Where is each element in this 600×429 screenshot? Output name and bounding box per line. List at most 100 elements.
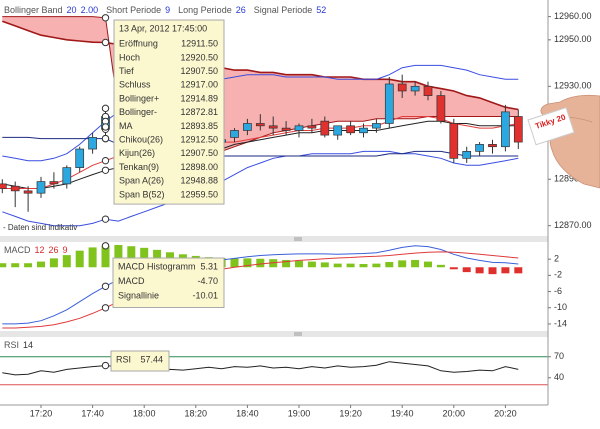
- legend-text: Signal Periode: [254, 5, 313, 15]
- panel-separator[interactable]: [0, 236, 548, 242]
- histogram-bar: [37, 261, 45, 268]
- tooltip-label: Span A(26): [119, 176, 164, 186]
- candle-body: [49, 181, 59, 185]
- legend-text: 2.00: [81, 5, 99, 15]
- y-tick-label: 70: [554, 351, 564, 361]
- histogram-bar: [62, 255, 71, 268]
- legend-text: Short Periode: [106, 5, 161, 15]
- y-tick-label: 12950.00: [554, 34, 592, 44]
- candle-body: [281, 127, 291, 131]
- histogram-bar: [0, 263, 7, 268]
- candle-body: [320, 120, 330, 136]
- tooltip-value: 12893.85: [180, 121, 218, 131]
- tooltip-value: 12872.81: [180, 107, 218, 117]
- tooltip-value: -4.70: [197, 276, 218, 286]
- y-tick-label: 12930.00: [554, 81, 592, 91]
- candle-body: [436, 95, 446, 122]
- tooltip-value: 12917.00: [180, 80, 218, 90]
- candle-body: [423, 85, 433, 96]
- histogram-bar: [11, 263, 20, 268]
- histogram-bar: [462, 267, 471, 273]
- candle-body: [333, 125, 343, 136]
- histogram-bar: [514, 267, 523, 274]
- candle-body: [268, 125, 278, 129]
- histogram-bar: [411, 259, 420, 268]
- histogram-bar: [436, 264, 445, 268]
- candle-body: [10, 185, 20, 192]
- histogram-bar: [398, 260, 407, 268]
- tooltip-marker: [101, 361, 110, 370]
- histogram-bar: [282, 259, 291, 268]
- candle-body: [75, 148, 85, 168]
- histogram-bar: [333, 263, 342, 268]
- tooltip-marker: [101, 134, 110, 143]
- candle-body: [513, 116, 523, 143]
- tooltip-marker: [101, 304, 110, 312]
- x-tick-label: 18:20: [185, 408, 208, 418]
- tooltip-label: Signallinie: [118, 290, 159, 300]
- histogram-bar: [256, 258, 265, 268]
- tooltip-label: Hoch: [119, 52, 140, 62]
- histogram-bar: [243, 258, 252, 268]
- tooltips: 13 Apr, 2012 17:45:00 Eröffnung 12911.50 Ho…: [110, 19, 225, 372]
- histogram-bar: [424, 261, 432, 268]
- tooltip-value: 12959.50: [180, 189, 218, 199]
- tooltip-label: Chikou(26): [119, 134, 163, 144]
- candle-body: [23, 190, 33, 194]
- legend-text: 52: [316, 5, 326, 15]
- tooltip-value: 57.44: [140, 354, 163, 364]
- tooltip-value: 12914.89: [180, 93, 218, 103]
- candle-body: [359, 127, 368, 134]
- legend-text: 14: [23, 340, 33, 350]
- candle-body: [255, 123, 265, 127]
- histogram-bar: [49, 258, 58, 268]
- y-tick-label: -6: [554, 286, 562, 296]
- candle-body: [346, 125, 355, 134]
- legend-text: 9: [63, 245, 68, 255]
- tooltip-label: Bollinger-: [119, 107, 157, 117]
- indicator-legend: Bollinger Band 20 2.00 Short Periode 9 Long P…: [4, 5, 326, 15]
- x-tick-label: 18:00: [133, 408, 156, 418]
- indicator-line: [2, 150, 519, 227]
- indicator-line: [2, 116, 519, 189]
- rsi-panel: [0, 356, 548, 386]
- tooltip-value: 12912.50: [180, 134, 218, 144]
- tooltip-marker: [101, 282, 110, 290]
- legend-text: Bollinger Band: [4, 5, 63, 15]
- panel-separator[interactable]: [0, 331, 548, 337]
- tooltip-value: 12911.50: [181, 39, 218, 49]
- histogram-bar: [501, 267, 510, 274]
- x-tick-label: 19:40: [391, 408, 414, 418]
- disclaimer: - Daten sind indikativ: [3, 223, 77, 232]
- candle-body: [243, 123, 252, 131]
- x-tick-label: 17:40: [81, 408, 104, 418]
- legend-text: 20: [67, 5, 77, 15]
- histogram-bar: [295, 260, 303, 268]
- histogram-bar: [307, 261, 316, 268]
- tooltip-marker: [101, 123, 110, 131]
- card-body: [527, 107, 575, 146]
- advert-hand: Tikky 20: [527, 94, 600, 189]
- separators: [0, 0, 549, 406]
- candle-body: [294, 125, 304, 131]
- legend-text: 26: [236, 5, 246, 15]
- tooltip-label: Eröffnung: [119, 39, 158, 49]
- tooltip-value: 12920.50: [180, 52, 218, 62]
- legend-text: 26: [49, 245, 59, 255]
- candle-body: [372, 123, 381, 129]
- tooltip-marker: [101, 156, 110, 165]
- tooltip-label: Span B(52): [119, 189, 165, 199]
- tooltip-label: Tenkan(9): [119, 162, 159, 172]
- candle-body: [475, 144, 484, 152]
- legend-text: RSI: [4, 340, 19, 350]
- tooltip-marker: [101, 242, 110, 250]
- y-tick-label: 2: [554, 254, 559, 264]
- tooltip-marker: [101, 14, 110, 22]
- tooltip-label: MA: [119, 121, 133, 131]
- candle-body: [410, 85, 420, 92]
- tooltip-marker: [101, 166, 110, 174]
- x-tick-label: 19:00: [288, 408, 311, 418]
- tooltip-label: Kijun(26): [119, 148, 155, 158]
